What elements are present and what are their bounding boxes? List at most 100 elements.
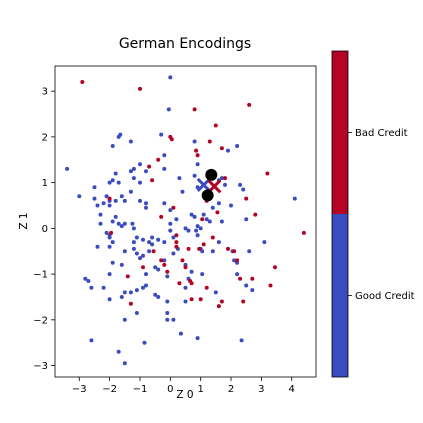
data-point: [104, 194, 109, 199]
data-point: [235, 272, 240, 277]
data-point: [171, 251, 176, 256]
data-point: [198, 226, 203, 231]
y-tick-label: −3: [33, 361, 48, 372]
data-point: [125, 274, 130, 279]
data-point: [128, 301, 133, 306]
data-point: [144, 272, 148, 277]
data-point: [156, 237, 161, 242]
data-point: [165, 311, 170, 315]
data-point: [107, 244, 112, 249]
data-point: [192, 173, 197, 178]
data-point: [216, 201, 221, 206]
data-point: [131, 166, 136, 171]
data-point: [141, 253, 145, 258]
data-point: [98, 212, 103, 217]
data-point: [134, 288, 139, 293]
data-point: [235, 144, 240, 148]
colorbar-label: Good Credit: [355, 291, 415, 302]
data-point: [168, 221, 173, 226]
data-point: [195, 233, 200, 238]
data-point: [162, 201, 167, 206]
x-axis: −3 −2 −1 0 1 2 3 4: [72, 377, 295, 395]
data-point: [131, 246, 136, 251]
highlight-markers: [196, 168, 222, 202]
y-tick-label: −2: [33, 315, 48, 326]
data-point: [107, 272, 112, 277]
data-point: [180, 258, 185, 263]
data-point: [192, 107, 197, 112]
y-axis: −3 −2 −1 0 1 2 3: [33, 87, 55, 372]
data-point: [265, 171, 270, 176]
data-point: [168, 75, 173, 80]
data-point: [207, 219, 212, 224]
data-point: [118, 132, 123, 137]
y-tick-label: −1: [33, 270, 48, 281]
chart-title: German Encodings: [119, 36, 251, 52]
data-point: [229, 203, 233, 208]
data-point: [177, 281, 182, 286]
data-point: [192, 214, 197, 219]
data-point: [189, 269, 194, 274]
data-point: [195, 153, 200, 158]
data-point: [180, 189, 185, 194]
data-point: [134, 311, 139, 315]
data-point: [119, 262, 124, 267]
data-point: [110, 260, 115, 265]
data-point: [253, 212, 258, 217]
data-point: [216, 240, 221, 245]
data-point: [107, 196, 112, 201]
data-point: [116, 349, 121, 354]
data-point: [195, 224, 200, 229]
dot-marker: [205, 168, 218, 181]
data-point: [131, 240, 136, 245]
data-point: [141, 237, 145, 242]
data-point: [241, 299, 246, 304]
data-point: [128, 169, 133, 174]
data-point: [110, 219, 115, 224]
data-point: [183, 285, 188, 290]
data-point: [189, 297, 194, 302]
data-point: [95, 203, 100, 208]
x-tick-label: −1: [133, 384, 148, 395]
x-tick-label: 1: [197, 384, 203, 395]
data-point: [174, 244, 179, 249]
data-point: [165, 299, 170, 304]
data-point: [292, 196, 297, 201]
data-point: [174, 217, 179, 222]
y-tick-label: 1: [42, 178, 48, 189]
data-point: [77, 194, 82, 199]
data-point: [113, 171, 118, 176]
data-point: [200, 217, 205, 222]
dot-marker: [201, 189, 214, 202]
data-point: [104, 230, 109, 235]
data-point: [138, 256, 142, 261]
data-point: [89, 285, 94, 290]
data-point: [168, 208, 173, 213]
data-point: [273, 265, 277, 270]
data-point: [177, 176, 182, 181]
data-point: [142, 340, 147, 345]
colorbar-segment: [332, 51, 348, 214]
data-point: [189, 212, 194, 217]
data-point: [238, 276, 243, 281]
data-point: [156, 295, 161, 299]
data-point: [250, 288, 255, 293]
data-point: [159, 132, 164, 137]
data-point: [262, 240, 267, 245]
data-point: [122, 249, 127, 254]
data-point: [162, 166, 167, 171]
data-point: [107, 297, 112, 302]
data-point: [219, 299, 224, 304]
data-point: [210, 249, 215, 254]
data-point: [122, 221, 127, 226]
data-point: [210, 205, 215, 210]
data-point: [207, 139, 212, 144]
data-point: [219, 176, 224, 181]
data-point: [183, 265, 188, 270]
data-point: [131, 226, 136, 231]
data-point: [247, 249, 252, 254]
data-point: [226, 148, 230, 153]
data-point: [134, 235, 139, 240]
data-point: [98, 221, 103, 226]
